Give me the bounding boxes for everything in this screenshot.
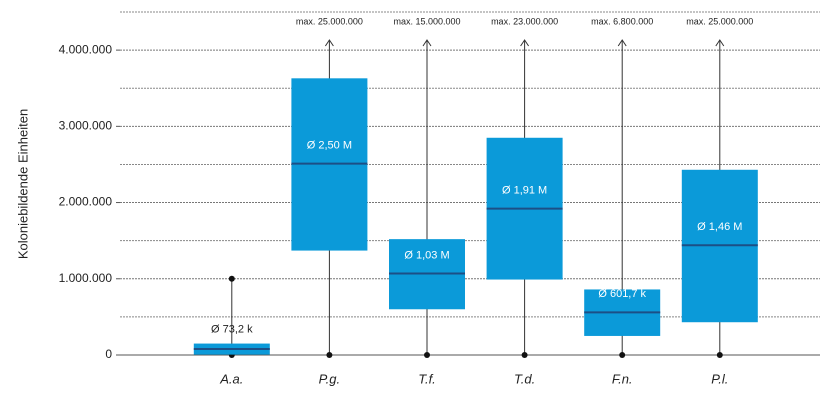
y-tick-label: 0 xyxy=(105,347,112,361)
mean-label: Ø 73,2 k xyxy=(211,323,253,335)
x-tick-label: T.d. xyxy=(514,371,535,386)
x-tick-label: P.l. xyxy=(711,371,728,386)
mean-label: Ø 1,46 M xyxy=(697,221,742,233)
whisker-low-dot xyxy=(326,352,333,358)
x-tick-label: A.a. xyxy=(219,371,243,386)
max-label: max. 25.000.000 xyxy=(296,16,363,26)
arrow-head xyxy=(324,39,334,47)
whisker-low-dot xyxy=(521,352,528,358)
mean-label: Ø 2,50 M xyxy=(307,140,352,152)
x-tick-label: F.n. xyxy=(612,371,633,386)
mean-label: Ø 601,7 k xyxy=(598,288,646,300)
whisker-low-dot xyxy=(424,352,430,358)
arrow-head xyxy=(520,39,530,47)
arrow-head xyxy=(715,39,725,47)
y-axis-title: Koloniebildende Einheiten xyxy=(15,109,30,259)
arrow-head xyxy=(617,39,627,47)
whisker-low-dot xyxy=(716,352,723,358)
max-label: max. 6.800.000 xyxy=(591,16,653,26)
whisker-low-dot xyxy=(619,352,626,358)
y-tick-label: 2.000.000 xyxy=(59,195,113,209)
whisker-high-dot xyxy=(228,275,235,282)
x-tick-label: P.g. xyxy=(319,371,340,386)
y-tick-label: 4.000.000 xyxy=(59,42,113,56)
x-tick-label: T.f. xyxy=(418,371,436,386)
max-label: max. 23.000.000 xyxy=(491,16,558,26)
y-tick-label: 1.000.000 xyxy=(59,271,113,285)
arrow-head xyxy=(422,39,432,47)
max-label: max. 25.000.000 xyxy=(686,16,753,26)
mean-label: Ø 1,03 M xyxy=(404,249,449,261)
y-tick-label: 3.000.000 xyxy=(59,119,113,133)
max-label: max. 15.000.000 xyxy=(393,16,460,26)
mean-label: Ø 1,91 M xyxy=(502,185,547,197)
